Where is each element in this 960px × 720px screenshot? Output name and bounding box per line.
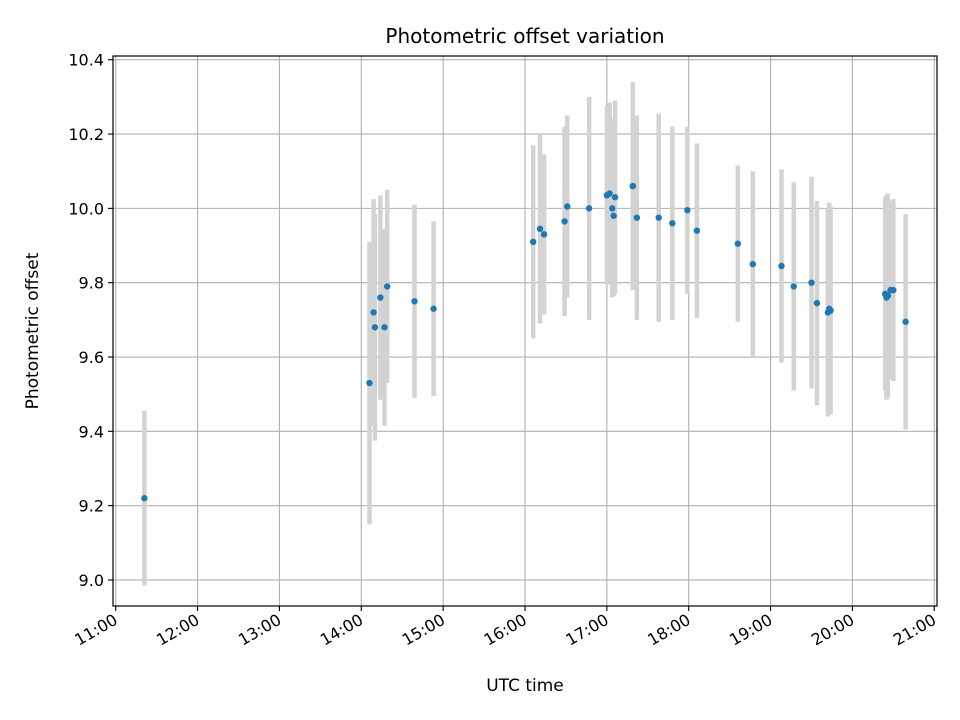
data-point xyxy=(585,205,593,212)
data-point xyxy=(655,214,662,221)
data-point xyxy=(808,279,815,286)
data-point xyxy=(693,227,701,234)
y-tick-label: 10.0 xyxy=(68,199,104,218)
y-tick-label: 9.4 xyxy=(79,422,104,441)
data-point xyxy=(610,212,617,219)
data-point xyxy=(370,309,377,316)
data-point xyxy=(529,238,537,246)
data-point xyxy=(366,379,373,387)
data-point xyxy=(561,218,568,225)
chart-title: Photometric offset variation xyxy=(385,24,664,48)
y-axis-label: Photometric offset xyxy=(23,252,43,409)
x-axis-label: UTC time xyxy=(486,676,564,696)
y-tick-label: 10.4 xyxy=(68,51,104,70)
data-point xyxy=(813,299,821,307)
data-point xyxy=(790,283,797,290)
data-point xyxy=(384,283,391,290)
data-point xyxy=(141,495,148,502)
data-point xyxy=(381,324,388,331)
data-point xyxy=(684,207,691,214)
data-point xyxy=(377,294,384,301)
data-point xyxy=(536,225,544,233)
y-tick-label: 9.0 xyxy=(79,571,104,590)
data-point xyxy=(411,298,418,305)
data-point xyxy=(611,194,619,201)
data-point xyxy=(564,203,571,210)
data-point xyxy=(430,305,437,312)
data-point xyxy=(540,231,548,238)
data-point xyxy=(827,307,834,314)
data-point xyxy=(606,190,613,197)
data-point xyxy=(749,260,757,268)
data-point xyxy=(778,262,785,270)
y-tick-label: 9.6 xyxy=(79,348,104,367)
data-point xyxy=(734,240,742,247)
y-tick-label: 9.2 xyxy=(79,497,104,516)
data-point xyxy=(884,292,892,299)
data-points xyxy=(141,182,909,502)
y-tick-label: 10.2 xyxy=(68,125,104,144)
data-point xyxy=(890,286,897,294)
data-point xyxy=(902,318,909,325)
data-point xyxy=(629,182,636,190)
y-tick-label: 9.8 xyxy=(79,274,104,293)
data-point xyxy=(371,324,379,331)
data-point xyxy=(633,214,641,221)
y-axis-ticks: 9.0 9.2 9.4 9.6 9.8 10.0 10.2 10.4 xyxy=(68,51,113,590)
data-point xyxy=(669,220,676,227)
data-point xyxy=(609,205,616,212)
